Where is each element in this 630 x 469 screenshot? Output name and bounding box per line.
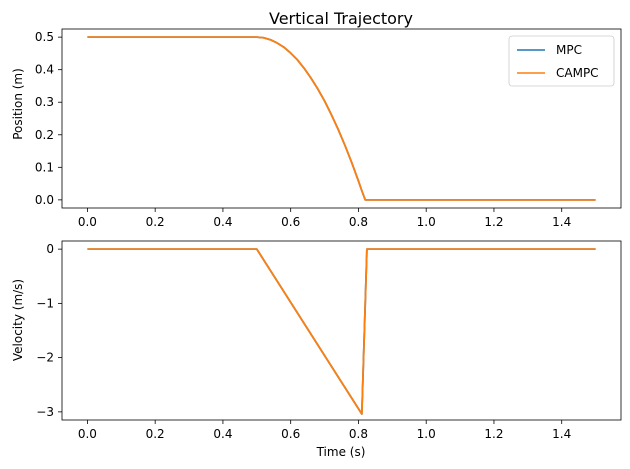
series-line-campc — [87, 36, 596, 201]
x-tick-label: 0.6 — [281, 215, 300, 229]
chart-title: Vertical Trajectory — [269, 9, 413, 28]
x-tick-label: 0.8 — [349, 215, 368, 229]
axes-frame — [61, 28, 622, 209]
axes-frame — [61, 240, 622, 421]
x-tick-label: 0.0 — [78, 215, 97, 229]
y-tick-label: 0.4 — [35, 63, 54, 77]
y-axis-label: Velocity (m/s) — [11, 279, 25, 361]
x-tick-label: 0.4 — [213, 427, 232, 441]
tick-group: 0.0 0.2 0.4 0.6 0.8 1.0 1.2 1.4 0 −1 −2 −3 — [36, 242, 571, 441]
x-tick-label: 0.2 — [146, 215, 165, 229]
y-tick-label: 0.1 — [35, 160, 54, 174]
x-tick-label: 0.8 — [349, 427, 368, 441]
y-axis-label: Position (m) — [11, 68, 25, 140]
x-tick-label: 0.4 — [213, 215, 232, 229]
tick-group: 0.0 0.2 0.4 0.6 0.8 1.0 1.2 1.4 0.0 0.1 0.2 0.3 0.4 0… — [35, 30, 571, 229]
series-line-campc — [87, 248, 596, 415]
y-tick-label: 0 — [46, 242, 54, 256]
series-group — [87, 248, 596, 415]
legend-label-mpc: MPC — [556, 43, 582, 57]
x-tick-label: 1.0 — [417, 427, 436, 441]
series-group — [87, 36, 596, 201]
x-tick-label: 1.4 — [552, 427, 571, 441]
y-tick-label: 0.2 — [35, 128, 54, 142]
x-axis-label: Time (s) — [316, 445, 366, 459]
x-tick-label: 1.0 — [417, 215, 436, 229]
x-tick-label: 1.2 — [484, 215, 503, 229]
y-tick-label: −1 — [36, 296, 54, 310]
y-tick-label: 0.5 — [35, 30, 54, 44]
y-tick-label: 0.0 — [35, 193, 54, 207]
x-tick-label: 0.2 — [146, 427, 165, 441]
y-tick-label: −2 — [36, 351, 54, 365]
x-tick-label: 1.2 — [484, 427, 503, 441]
position-subplot: Vertical Trajectory Position (m) 0.0 0.2 0… — [11, 9, 622, 229]
legend: MPC CAMPC — [508, 35, 615, 87]
x-tick-label: 0.6 — [281, 427, 300, 441]
x-tick-label: 1.4 — [552, 215, 571, 229]
y-tick-label: 0.3 — [35, 95, 54, 109]
legend-label-campc: CAMPC — [556, 66, 599, 80]
x-tick-label: 0.0 — [78, 427, 97, 441]
velocity-subplot: Velocity (m/s) Time (s) 0.0 0.2 0.4 0.6 0.8 1… — [11, 240, 622, 459]
y-tick-label: −3 — [36, 405, 54, 419]
